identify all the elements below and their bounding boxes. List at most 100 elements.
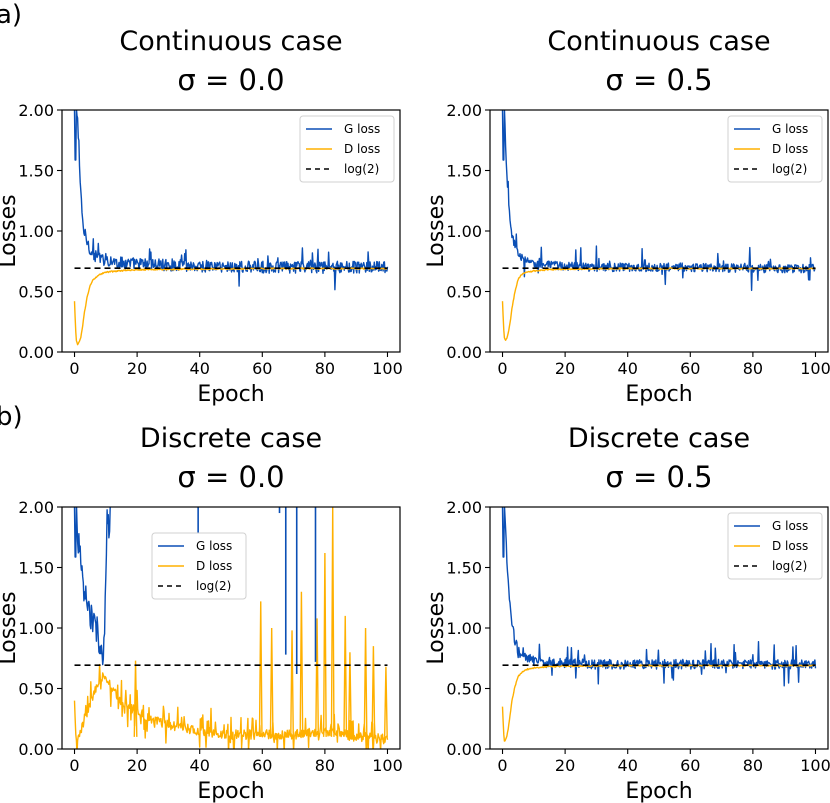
legend-label: G loss: [772, 519, 808, 533]
y-tick-label: 1.00: [18, 222, 54, 241]
d-loss-spike: [343, 615, 348, 737]
legend: G loss D loss log(2): [727, 115, 823, 183]
chart-panel-1: Continuous case σ = 0.0 0.00 0.50 1.00 1.50 2.…: [0, 26, 403, 407]
d-loss-spike: [315, 618, 320, 737]
plot-area: [501, 507, 817, 742]
x-tick-label: 100: [800, 359, 830, 378]
x-tick-label: 100: [800, 756, 830, 775]
d-loss-spike: [290, 630, 294, 737]
x-tick-label: 40: [190, 756, 210, 775]
y-tick-label: 2.00: [446, 101, 482, 120]
y-tick-label: 0.00: [446, 740, 482, 759]
x-tick-label: 80: [743, 756, 763, 775]
x-tick-label: 40: [190, 359, 210, 378]
panel-label-a: a): [0, 0, 23, 30]
y-tick-label: 0.00: [18, 343, 54, 362]
legend-box: [299, 115, 395, 183]
chart-subtitle: σ = 0.0: [177, 63, 284, 97]
y-tick-label: 2.00: [18, 498, 54, 517]
x-tick-label: 40: [618, 359, 638, 378]
y-tick-label: 0.00: [446, 343, 482, 362]
x-tick-label: 80: [743, 359, 763, 378]
legend-label: D loss: [772, 142, 808, 156]
legend: G loss D loss log(2): [727, 512, 823, 580]
chart-panel-2: Continuous case σ = 0.5 0.00 0.50 1.00 1.50 2.…: [424, 26, 830, 407]
chart-subtitle: σ = 0.0: [177, 460, 284, 494]
d-loss-spike: [347, 652, 352, 737]
series-line-d-loss: [73, 663, 389, 749]
y-tick-label: 1.50: [446, 559, 482, 578]
chart-title: Discrete case: [568, 423, 750, 454]
x-tick-label: 80: [315, 359, 335, 378]
legend-label: log(2): [196, 579, 231, 593]
x-tick-label: 80: [315, 756, 335, 775]
panel-label-b: b): [0, 402, 23, 432]
x-tick-label: 100: [372, 756, 403, 775]
chart-title: Continuous case: [547, 26, 770, 57]
y-tick-label: 1.00: [18, 619, 54, 638]
x-tick-label: 60: [252, 756, 272, 775]
legend-box: [727, 115, 823, 183]
x-tick-label: 60: [680, 756, 700, 775]
chart-subtitle: σ = 0.5: [605, 460, 712, 494]
y-axis-label: Losses: [424, 591, 449, 664]
d-loss-spike: [322, 552, 327, 737]
x-tick-label: 0: [69, 359, 79, 378]
series-line-d-loss: [73, 267, 388, 346]
d-loss-spike: [383, 666, 388, 737]
y-tick-label: 0.50: [18, 680, 54, 699]
legend: G loss D loss log(2): [299, 115, 395, 183]
legend: G loss D loss log(2): [151, 532, 247, 600]
x-axis-label: Epoch: [625, 779, 692, 803]
y-tick-label: 1.00: [446, 222, 482, 241]
d-loss-spike: [330, 507, 335, 737]
series-line-d-loss: [501, 664, 817, 742]
y-tick-label: 1.50: [446, 162, 482, 181]
plot-area: [501, 110, 816, 341]
y-tick-label: 2.00: [18, 101, 54, 120]
x-tick-label: 60: [680, 359, 700, 378]
y-tick-label: 0.00: [18, 740, 54, 759]
d-loss-spike: [133, 660, 138, 737]
y-tick-label: 1.00: [446, 619, 482, 638]
legend-label: D loss: [772, 539, 808, 553]
chart-title: Discrete case: [140, 423, 322, 454]
legend-label: G loss: [344, 122, 380, 136]
y-tick-label: 1.50: [18, 559, 54, 578]
d-loss-spike: [258, 601, 263, 737]
x-tick-label: 20: [127, 756, 147, 775]
x-tick-label: 40: [618, 756, 638, 775]
series-line-g-loss: [73, 507, 111, 666]
x-axis-label: Epoch: [197, 382, 264, 407]
y-tick-label: 1.50: [18, 162, 54, 181]
x-tick-label: 20: [127, 359, 147, 378]
x-tick-label: 0: [497, 359, 507, 378]
plot-area: [73, 507, 389, 749]
x-axis-label: Epoch: [625, 382, 692, 407]
legend-label: D loss: [344, 142, 380, 156]
y-tick-label: 0.50: [446, 680, 482, 699]
x-tick-label: 20: [555, 756, 575, 775]
x-tick-label: 60: [252, 359, 272, 378]
y-tick-label: 0.50: [446, 283, 482, 302]
x-tick-label: 0: [497, 756, 507, 775]
legend-label: log(2): [772, 162, 807, 176]
d-loss-spike: [299, 591, 304, 737]
x-tick-label: 100: [372, 359, 403, 378]
chart-title: Continuous case: [119, 26, 342, 57]
y-tick-label: 0.50: [18, 283, 54, 302]
legend-label: D loss: [196, 559, 232, 573]
x-tick-label: 20: [555, 359, 575, 378]
y-axis-label: Losses: [424, 194, 449, 267]
plot-area: [73, 110, 389, 346]
series-line-d-loss: [501, 267, 816, 341]
chart-subtitle: σ = 0.5: [605, 63, 712, 97]
legend-box: [151, 532, 247, 600]
legend-label: G loss: [772, 122, 808, 136]
y-axis-label: Losses: [0, 194, 21, 267]
legend-label: G loss: [196, 539, 232, 553]
legend-box: [727, 512, 823, 580]
y-tick-label: 2.00: [446, 498, 482, 517]
d-loss-spike: [269, 627, 274, 737]
